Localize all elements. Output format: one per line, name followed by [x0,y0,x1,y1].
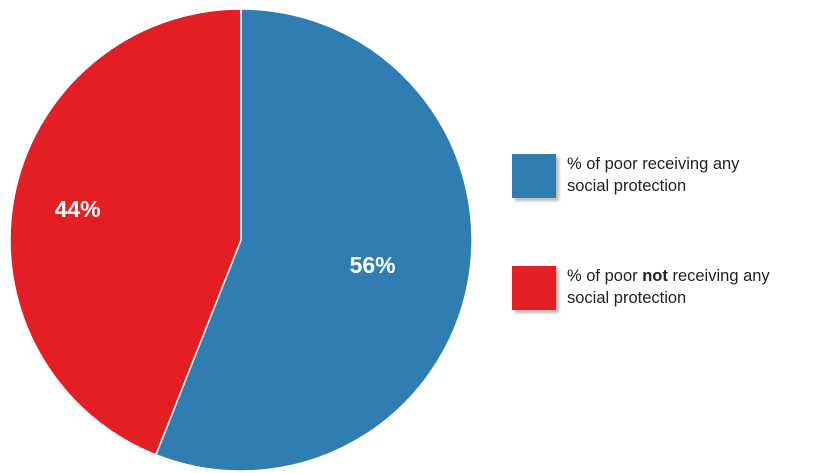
pie-slice-receiving [154,8,473,472]
legend-label-not-receiving: % of poor not receiving any social prote… [567,265,832,309]
legend-label-receiving: % of poor receiving any social protectio… [567,153,832,197]
slice-label-not-receiving: 44% [55,196,101,222]
chart-legend: % of poor receiving any social protectio… [512,151,832,375]
legend-swatch-not-receiving [512,266,556,310]
legend-swatch-receiving [512,154,556,198]
legend-item-receiving: % of poor receiving any social protectio… [512,151,832,201]
legend-label-line1-pre: % of poor [567,267,643,285]
legend-item-not-receiving: % of poor not receiving any social prote… [512,263,832,313]
legend-label-emphasis: not [642,267,668,285]
legend-label-line1: % of poor receiving any [567,155,740,173]
pie-slice-not-receiving [9,8,242,456]
legend-label-line1-post: receiving any [667,267,770,285]
legend-label-line2: social protection [567,289,687,307]
slice-label-receiving: 56% [350,252,396,278]
legend-label-line2: social protection [567,177,687,195]
